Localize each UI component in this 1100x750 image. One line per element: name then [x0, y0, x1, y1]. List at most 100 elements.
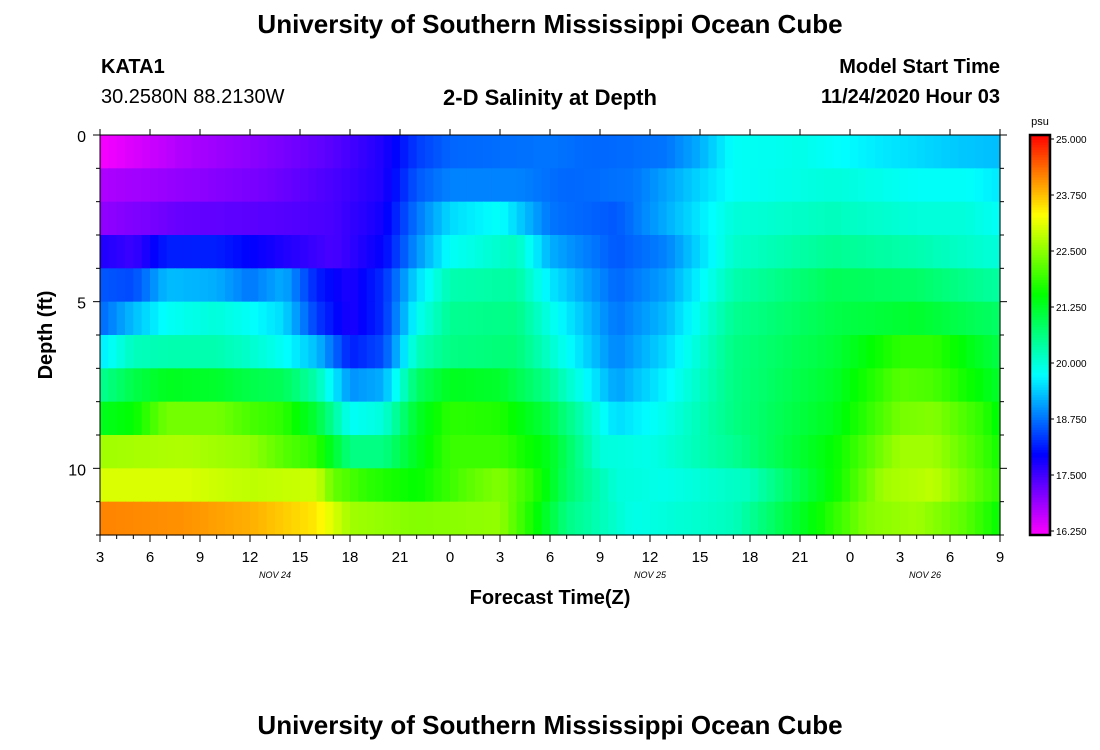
heatmap-cell — [491, 268, 501, 303]
heatmap-cell — [116, 501, 126, 536]
heatmap-cell — [750, 401, 759, 436]
heatmap-cell — [158, 268, 168, 303]
heatmap-cell — [741, 135, 751, 169]
heatmap-cell — [816, 501, 826, 536]
heatmap-cell — [400, 301, 409, 336]
heatmap-cell — [750, 368, 759, 403]
heatmap-cell — [458, 168, 468, 203]
heatmap-cell — [966, 201, 976, 236]
heatmap-cell — [750, 168, 759, 203]
heatmap-cell — [100, 201, 109, 236]
heatmap-cell — [191, 201, 201, 236]
heatmap-cell — [391, 301, 401, 336]
heatmap-cell — [850, 268, 859, 303]
heatmap-cell — [866, 235, 876, 269]
heatmap-cell — [908, 268, 918, 303]
heatmap-cell — [250, 235, 259, 269]
heatmap-cell — [700, 235, 709, 269]
heatmap-cell — [775, 201, 784, 236]
heatmap-cell — [566, 168, 576, 203]
heatmap-cell — [908, 201, 918, 236]
colorbar-segment — [1030, 162, 1050, 166]
heatmap-cell — [933, 135, 943, 169]
heatmap-cell — [875, 168, 884, 203]
heatmap-cell — [500, 268, 509, 303]
heatmap-cell — [758, 468, 768, 503]
heatmap-cell — [958, 135, 968, 169]
heatmap-cell — [600, 335, 609, 369]
heatmap-cell — [650, 135, 659, 169]
colorbar-segment — [1030, 345, 1050, 349]
colorbar-segment — [1030, 237, 1050, 241]
heatmap-cell — [133, 468, 143, 503]
heatmap-cell — [291, 168, 301, 203]
heatmap-cell — [758, 301, 768, 336]
heatmap-cell — [391, 235, 401, 269]
heatmap-cell — [158, 201, 168, 236]
y-tick-label: 5 — [77, 296, 86, 313]
heatmap-cell — [400, 135, 409, 169]
heatmap-cell — [658, 235, 668, 269]
heatmap-cell — [833, 135, 843, 169]
heatmap-cell — [916, 335, 926, 369]
colorbar-segment — [1030, 175, 1050, 179]
heatmap-cell — [808, 201, 818, 236]
colorbar-segment — [1030, 485, 1050, 489]
colorbar-segment — [1030, 517, 1050, 521]
heatmap-cell — [458, 368, 468, 403]
heatmap-cell — [433, 501, 443, 536]
colorbar-segment — [1030, 505, 1050, 509]
heatmap-cell — [166, 368, 176, 403]
heatmap-cell — [766, 501, 776, 536]
heatmap-cell — [516, 301, 526, 336]
heatmap-cell — [191, 435, 201, 469]
heatmap-cell — [175, 135, 184, 169]
heatmap-cell — [683, 201, 693, 236]
heatmap-cell — [191, 468, 201, 503]
heatmap-cell — [908, 401, 918, 436]
heatmap-cell — [775, 168, 784, 203]
heatmap-cell — [258, 435, 268, 469]
heatmap-cell — [525, 135, 534, 169]
heatmap-cell — [875, 135, 884, 169]
heatmap-cell — [950, 335, 959, 369]
heatmap-cell — [158, 301, 168, 336]
heatmap-cell — [233, 301, 243, 336]
heatmap-cell — [200, 368, 209, 403]
heatmap-cell — [491, 301, 501, 336]
heatmap-cell — [158, 168, 168, 203]
heatmap-cell — [350, 501, 359, 536]
heatmap-cell — [733, 468, 743, 503]
heatmap-cell — [825, 268, 834, 303]
heatmap-cell — [783, 235, 793, 269]
heatmap-cell — [100, 235, 109, 269]
heatmap-cell — [858, 168, 868, 203]
heatmap-cell — [883, 335, 893, 369]
heatmap-cell — [416, 135, 426, 169]
heatmap-cell — [491, 135, 501, 169]
heatmap-cell — [883, 401, 893, 436]
heatmap-cell — [358, 168, 368, 203]
heatmap-cell — [125, 501, 134, 536]
heatmap-cell — [158, 235, 168, 269]
heatmap-cell — [750, 435, 759, 469]
heatmap-cell — [625, 335, 634, 369]
heatmap-cell — [225, 335, 234, 369]
colorbar-segment — [1030, 395, 1050, 399]
heatmap-cell — [683, 268, 693, 303]
heatmap-cell — [675, 201, 684, 236]
heatmap-cell — [241, 301, 251, 336]
heatmap-cell — [366, 335, 376, 369]
heatmap-cell — [425, 301, 434, 336]
heatmap-cell — [316, 501, 326, 536]
heatmap-cell — [158, 401, 168, 436]
heatmap-cell — [708, 168, 718, 203]
heatmap-cell — [808, 501, 818, 536]
colorbar-segment — [1030, 455, 1050, 459]
heatmap-cell — [800, 201, 809, 236]
heatmap-cell — [566, 468, 576, 503]
heatmap-cell — [983, 301, 993, 336]
heatmap-cell — [700, 435, 709, 469]
heatmap-cell — [466, 435, 476, 469]
heatmap-cell — [733, 501, 743, 536]
